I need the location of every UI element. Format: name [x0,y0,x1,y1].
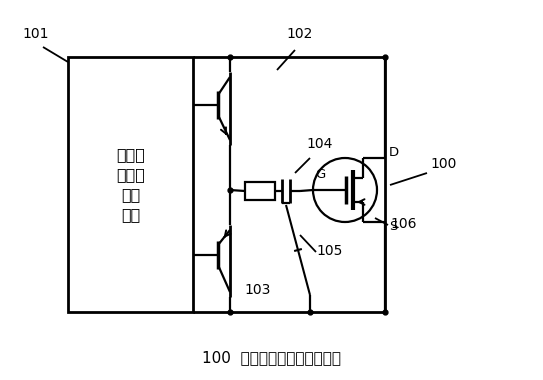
Text: 104: 104 [306,137,332,151]
Text: スイッ
チング
制御
回路: スイッ チング 制御 回路 [116,147,145,222]
Text: 106: 106 [390,217,416,231]
Text: 101: 101 [22,27,48,41]
Text: D: D [389,146,399,159]
Bar [245,182,275,200]
Text: 105: 105 [316,244,343,258]
Text: 100  ゲート駆動型半導体素子: 100 ゲート駆動型半導体素子 [201,350,340,366]
Text: 100: 100 [430,157,456,171]
Text: G: G [315,168,325,181]
Bar [68,57,193,312]
Text: 103: 103 [244,283,270,297]
Text: S: S [389,220,397,233]
Text: 102: 102 [286,27,312,41]
